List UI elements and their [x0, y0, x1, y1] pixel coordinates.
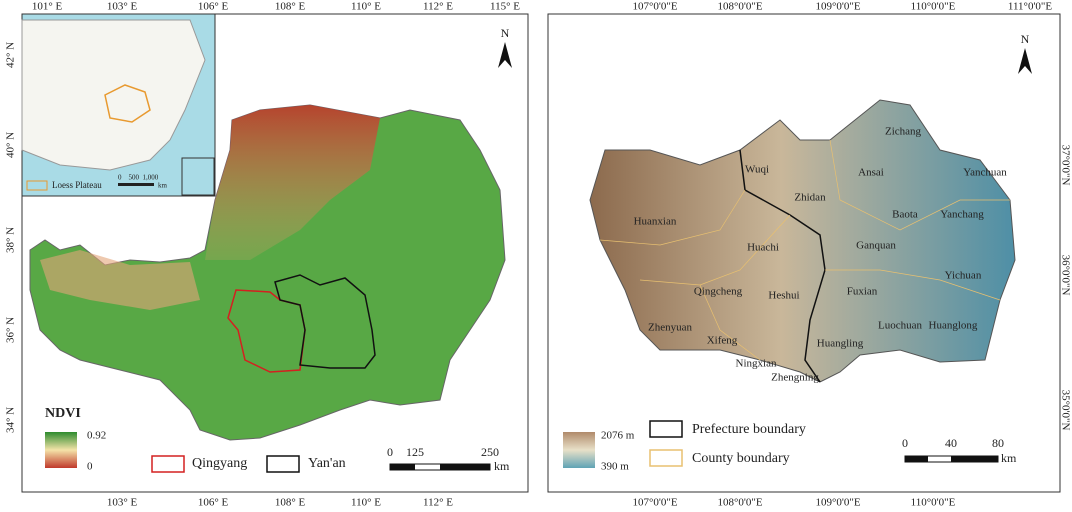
scale-tick: 0: [902, 436, 908, 450]
yanan-swatch: [266, 455, 300, 473]
low-ndvi-area: [40, 250, 200, 310]
county-name: Ningxian: [736, 358, 777, 370]
county-name: Luochuan: [878, 320, 922, 332]
bottom-tick: 108° E: [275, 497, 306, 509]
left-tick: 34° N: [5, 407, 17, 433]
top-tick: 111°0'0"E: [1008, 1, 1053, 13]
bottom-tick: 110°0'0"E: [911, 497, 956, 509]
ndvi-title: NDVI: [45, 406, 81, 421]
county-name: Yanchang: [940, 209, 984, 221]
inset-loess: [104, 84, 151, 123]
bottom-tick: 107°0'0"E: [632, 497, 677, 509]
scale-tick: 40: [945, 436, 957, 450]
inset-scale-bar: [118, 183, 154, 186]
inset-box: [181, 157, 215, 196]
scale-bar-seg: [390, 464, 415, 470]
inset-scale-unit: km: [158, 182, 168, 190]
inset-land: [21, 19, 206, 171]
study-area: [589, 99, 1016, 383]
top-tick: 110°0'0"E: [911, 1, 956, 13]
low-ndvi-area: [205, 105, 380, 260]
qingyang-swatch: [151, 455, 185, 473]
scale-bar-seg: [951, 456, 998, 462]
inset-legend: Loess Plateau: [52, 180, 102, 190]
left-tick: 40° N: [5, 132, 17, 158]
top-tick: 107°0'0"E: [632, 1, 677, 13]
right-tick: 35°0'0"N: [1059, 390, 1071, 431]
top-tick: 115° E: [490, 1, 520, 13]
top-tick: 103° E: [107, 1, 138, 13]
yanan-boundary: [274, 274, 376, 369]
elev-min: 390 m: [601, 461, 629, 473]
prefecture-swatch: [649, 420, 683, 438]
scale-tick: 0: [387, 445, 393, 459]
north-arrow: [1018, 48, 1032, 74]
north-arrow: [498, 42, 512, 68]
bottom-tick: 103° E: [107, 497, 138, 509]
bottom-tick: 106° E: [198, 497, 229, 509]
bottom-tick: 112° E: [423, 497, 453, 509]
top-tick: 110° E: [351, 1, 381, 13]
scale-bar-seg: [905, 456, 928, 462]
north-label: N: [501, 26, 510, 40]
county-name: Baota: [892, 209, 918, 221]
top-tick: 112° E: [423, 1, 453, 13]
scale-tick: 80: [992, 436, 1004, 450]
loess-plateau: [29, 104, 506, 441]
county-name: Zhidan: [794, 192, 826, 204]
county-name: Zhengning: [771, 372, 819, 384]
county-swatch: [649, 449, 683, 467]
county-name: Yichuan: [945, 270, 982, 282]
county-name: Ganquan: [856, 240, 896, 252]
ndvi-min: 0: [87, 461, 93, 473]
scale-unit: km: [1001, 451, 1017, 465]
left-tick: 38° N: [5, 227, 17, 253]
county-name: Ansai: [858, 167, 884, 179]
county-name: Zhenyuan: [648, 322, 692, 334]
prefecture-boundary: [739, 149, 826, 383]
county-name: Heshui: [768, 290, 799, 302]
top-tick: 106° E: [198, 1, 229, 13]
bottom-tick: 109°0'0"E: [815, 497, 860, 509]
scale-bar-seg: [440, 464, 490, 470]
county-name: Huangling: [817, 338, 864, 350]
scale-unit: km: [494, 459, 510, 473]
inset-scale: 0 500 1,000: [118, 174, 159, 182]
qingyang-label: Qingyang: [192, 456, 247, 471]
county-label: County boundary: [692, 451, 790, 466]
county-name: Qingcheng: [694, 286, 743, 298]
county-name: Zichang: [885, 126, 922, 138]
county-name: Fuxian: [847, 286, 878, 298]
elevation-ramp: [563, 432, 595, 468]
prefecture-label: Prefecture boundary: [692, 422, 806, 437]
right-tick: 36°0'0"N: [1059, 255, 1071, 296]
left-tick: 36° N: [5, 317, 17, 343]
county-name: Yanchuan: [963, 167, 1007, 179]
left-tick: 42° N: [5, 42, 17, 68]
yanan-label: Yan'an: [308, 456, 346, 471]
bottom-tick: 110° E: [351, 497, 381, 509]
county-name: Xifeng: [707, 335, 738, 347]
top-tick: 101° E: [32, 1, 63, 13]
north-label: N: [1021, 32, 1030, 46]
ndvi-max: 0.92: [87, 430, 106, 442]
right-tick: 37°0'0"N: [1059, 145, 1071, 186]
scale-tick: 125: [406, 445, 424, 459]
ndvi-ramp: [45, 432, 77, 468]
top-tick: 108°0'0"E: [717, 1, 762, 13]
county-name: Huachi: [747, 242, 779, 254]
bottom-tick: 108°0'0"E: [717, 497, 762, 509]
qingyang-boundary: [227, 289, 306, 373]
scale-tick: 250: [481, 445, 499, 459]
elev-max: 2076 m: [601, 430, 635, 442]
county-name: Wuqi: [745, 164, 769, 176]
county-name: Huanglong: [929, 320, 978, 332]
county-name: Huanxian: [634, 216, 677, 228]
inset-legend-swatch: [26, 180, 48, 191]
top-tick: 109°0'0"E: [815, 1, 860, 13]
top-tick: 108° E: [275, 1, 306, 13]
county-boundaries: [599, 139, 1010, 361]
